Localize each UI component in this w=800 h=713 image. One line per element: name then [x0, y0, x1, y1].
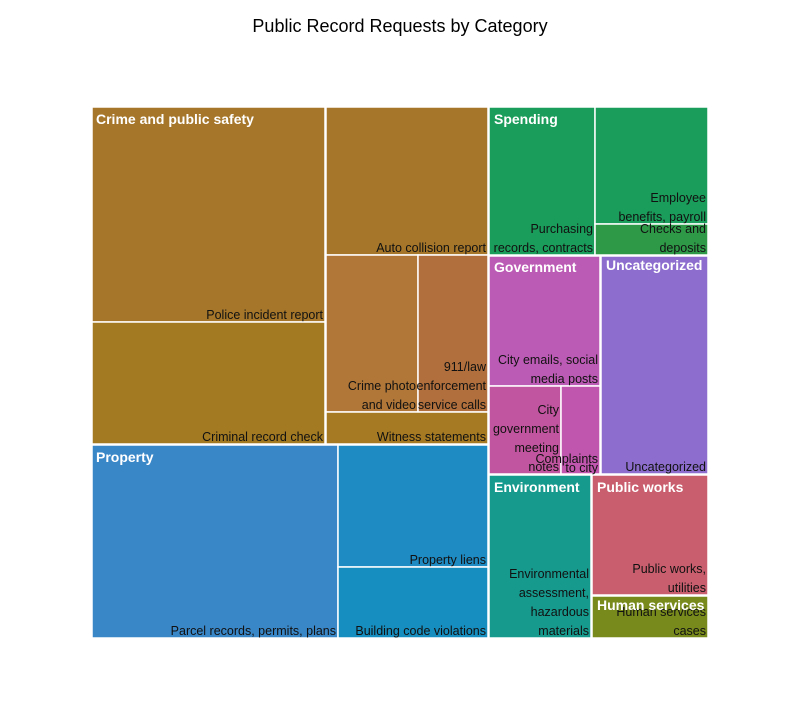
treemap-tile-public-works-utilities[interactable]	[591, 474, 709, 596]
treemap-label-human-services-cases: Human services cases	[616, 605, 706, 638]
treemap-tile-uncategorized[interactable]	[600, 255, 709, 475]
treemap-label-property-liens: Property liens	[410, 553, 486, 567]
treemap-tile-auto-collision-report[interactable]	[325, 106, 489, 256]
treemap-label-uncategorized: Uncategorized	[625, 460, 706, 474]
treemap-tile-checks-and-deposits[interactable]	[594, 223, 709, 256]
treemap-tile-human-services-cases[interactable]	[591, 595, 709, 639]
treemap-label-auto-collision-report: Auto collision report	[376, 241, 486, 255]
treemap-group-label-crime-and-public-safety: Crime and public safety	[96, 111, 254, 127]
treemap-group-label-environment: Environment	[494, 479, 580, 495]
treemap-group-label-public-works: Public works	[597, 479, 684, 495]
treemap-tile-property-liens[interactable]	[337, 444, 489, 568]
treemap-label-crime-photo-and-video: Crime photo and video	[348, 379, 416, 412]
treemap-tile-city-emails-social-media-posts[interactable]	[488, 255, 601, 387]
treemap-label-purchasing-records-contracts: Purchasing records, contracts	[494, 222, 593, 255]
treemap-label-complaints-to-city: Complaints to city	[535, 452, 598, 475]
treemap-tile-police-incident-report[interactable]	[91, 106, 326, 323]
treemap-tile-purchasing-records-contracts[interactable]	[488, 106, 596, 256]
treemap-tile-environmental-assessment-hazardous-materials[interactable]	[488, 474, 592, 639]
treemap-label-public-works-utilities: Public works, utilities	[632, 562, 706, 595]
treemap-label-city-government-meeting-notes: City government meeting notes	[493, 403, 560, 474]
treemap-tile-parcel-records-permits-plans[interactable]	[91, 444, 339, 639]
treemap-label-building-code-violations: Building code violations	[355, 624, 486, 638]
treemap-group-label-government: Government	[494, 259, 577, 275]
treemap-label-police-incident-report: Police incident report	[206, 308, 323, 322]
treemap-label-criminal-record-check: Criminal record check	[202, 430, 324, 444]
treemap-group-label-human-services: Human services	[597, 597, 705, 613]
treemap-tile-criminal-record-check[interactable]	[91, 321, 326, 445]
treemap-group-label-spending: Spending	[494, 111, 558, 127]
treemap-tile-witness-statements[interactable]	[325, 411, 489, 445]
treemap-tile-city-government-meeting-notes[interactable]	[488, 385, 562, 475]
treemap-tile-complaints-to-city[interactable]	[560, 385, 601, 475]
treemap-tile-employee-benefits-payroll[interactable]	[594, 106, 709, 225]
treemap-label-city-emails-social-media-posts: City emails, social media posts	[498, 353, 598, 386]
treemap-label-checks-and-deposits: Checks and deposits	[640, 222, 706, 255]
treemap-label-parcel-records-permits-plans: Parcel records, permits, plans	[171, 624, 336, 638]
treemap-tile-building-code-violations[interactable]	[337, 566, 489, 639]
treemap-group-label-uncategorized: Uncategorized	[606, 257, 702, 273]
treemap-label-witness-statements: Witness statements	[377, 430, 486, 444]
treemap-label-employee-benefits-payroll: Employee benefits, payroll	[618, 191, 706, 224]
treemap-label-911-law-enforcement-service-calls: 911/law enforcement service calls	[417, 360, 487, 412]
treemap-group-label-property: Property	[96, 449, 154, 465]
treemap-label-environmental-assessment-hazardous-materials: Environmental assessment, hazardous materia…	[509, 567, 589, 638]
chart-title: Public Record Requests by Category	[252, 16, 548, 36]
